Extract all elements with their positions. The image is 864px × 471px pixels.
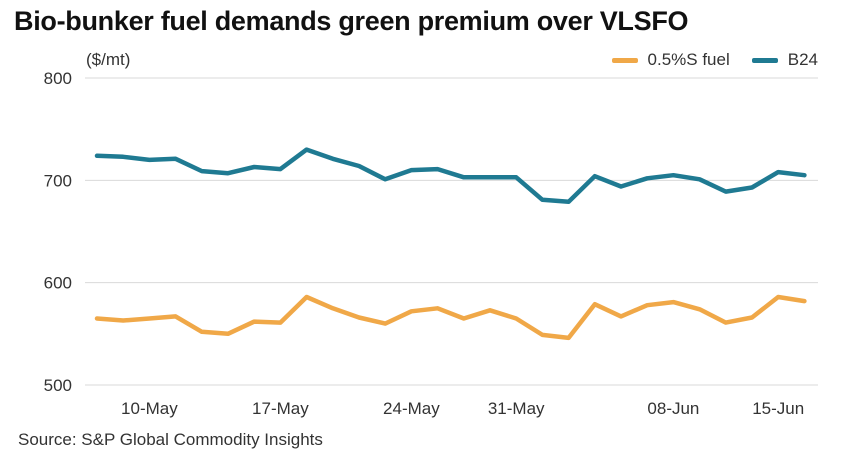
x-tick-label: 24-May bbox=[383, 399, 440, 418]
x-tick-label: 15-Jun bbox=[752, 399, 804, 418]
legend: 0.5%S fuel B24 bbox=[611, 50, 818, 70]
legend-item-fuel: 0.5%S fuel bbox=[611, 50, 730, 70]
y-tick-label: 500 bbox=[44, 376, 72, 395]
legend-label-b24: B24 bbox=[787, 50, 818, 69]
series-line-b24 bbox=[94, 147, 807, 205]
x-tick-label: 08-Jun bbox=[647, 399, 699, 418]
legend-swatch-fuel bbox=[611, 57, 638, 63]
legend-swatch-b24 bbox=[751, 57, 778, 63]
legend-item-b24: B24 bbox=[751, 50, 818, 70]
y-tick-label: 700 bbox=[44, 171, 72, 190]
legend-label-fuel: 0.5%S fuel bbox=[647, 50, 730, 69]
series-line-fuel bbox=[94, 294, 807, 341]
x-tick-label: 17-May bbox=[252, 399, 309, 418]
x-tick-label: 10-May bbox=[121, 399, 178, 418]
chart-title: Bio-bunker fuel demands green premium ov… bbox=[14, 6, 689, 36]
source-note: Source: S&P Global Commodity Insights bbox=[18, 430, 323, 449]
y-tick-label: 800 bbox=[44, 69, 72, 88]
y-tick-label: 600 bbox=[44, 274, 72, 293]
x-tick-label: 31-May bbox=[488, 399, 545, 418]
y-axis-unit-label: ($/mt) bbox=[86, 50, 131, 69]
